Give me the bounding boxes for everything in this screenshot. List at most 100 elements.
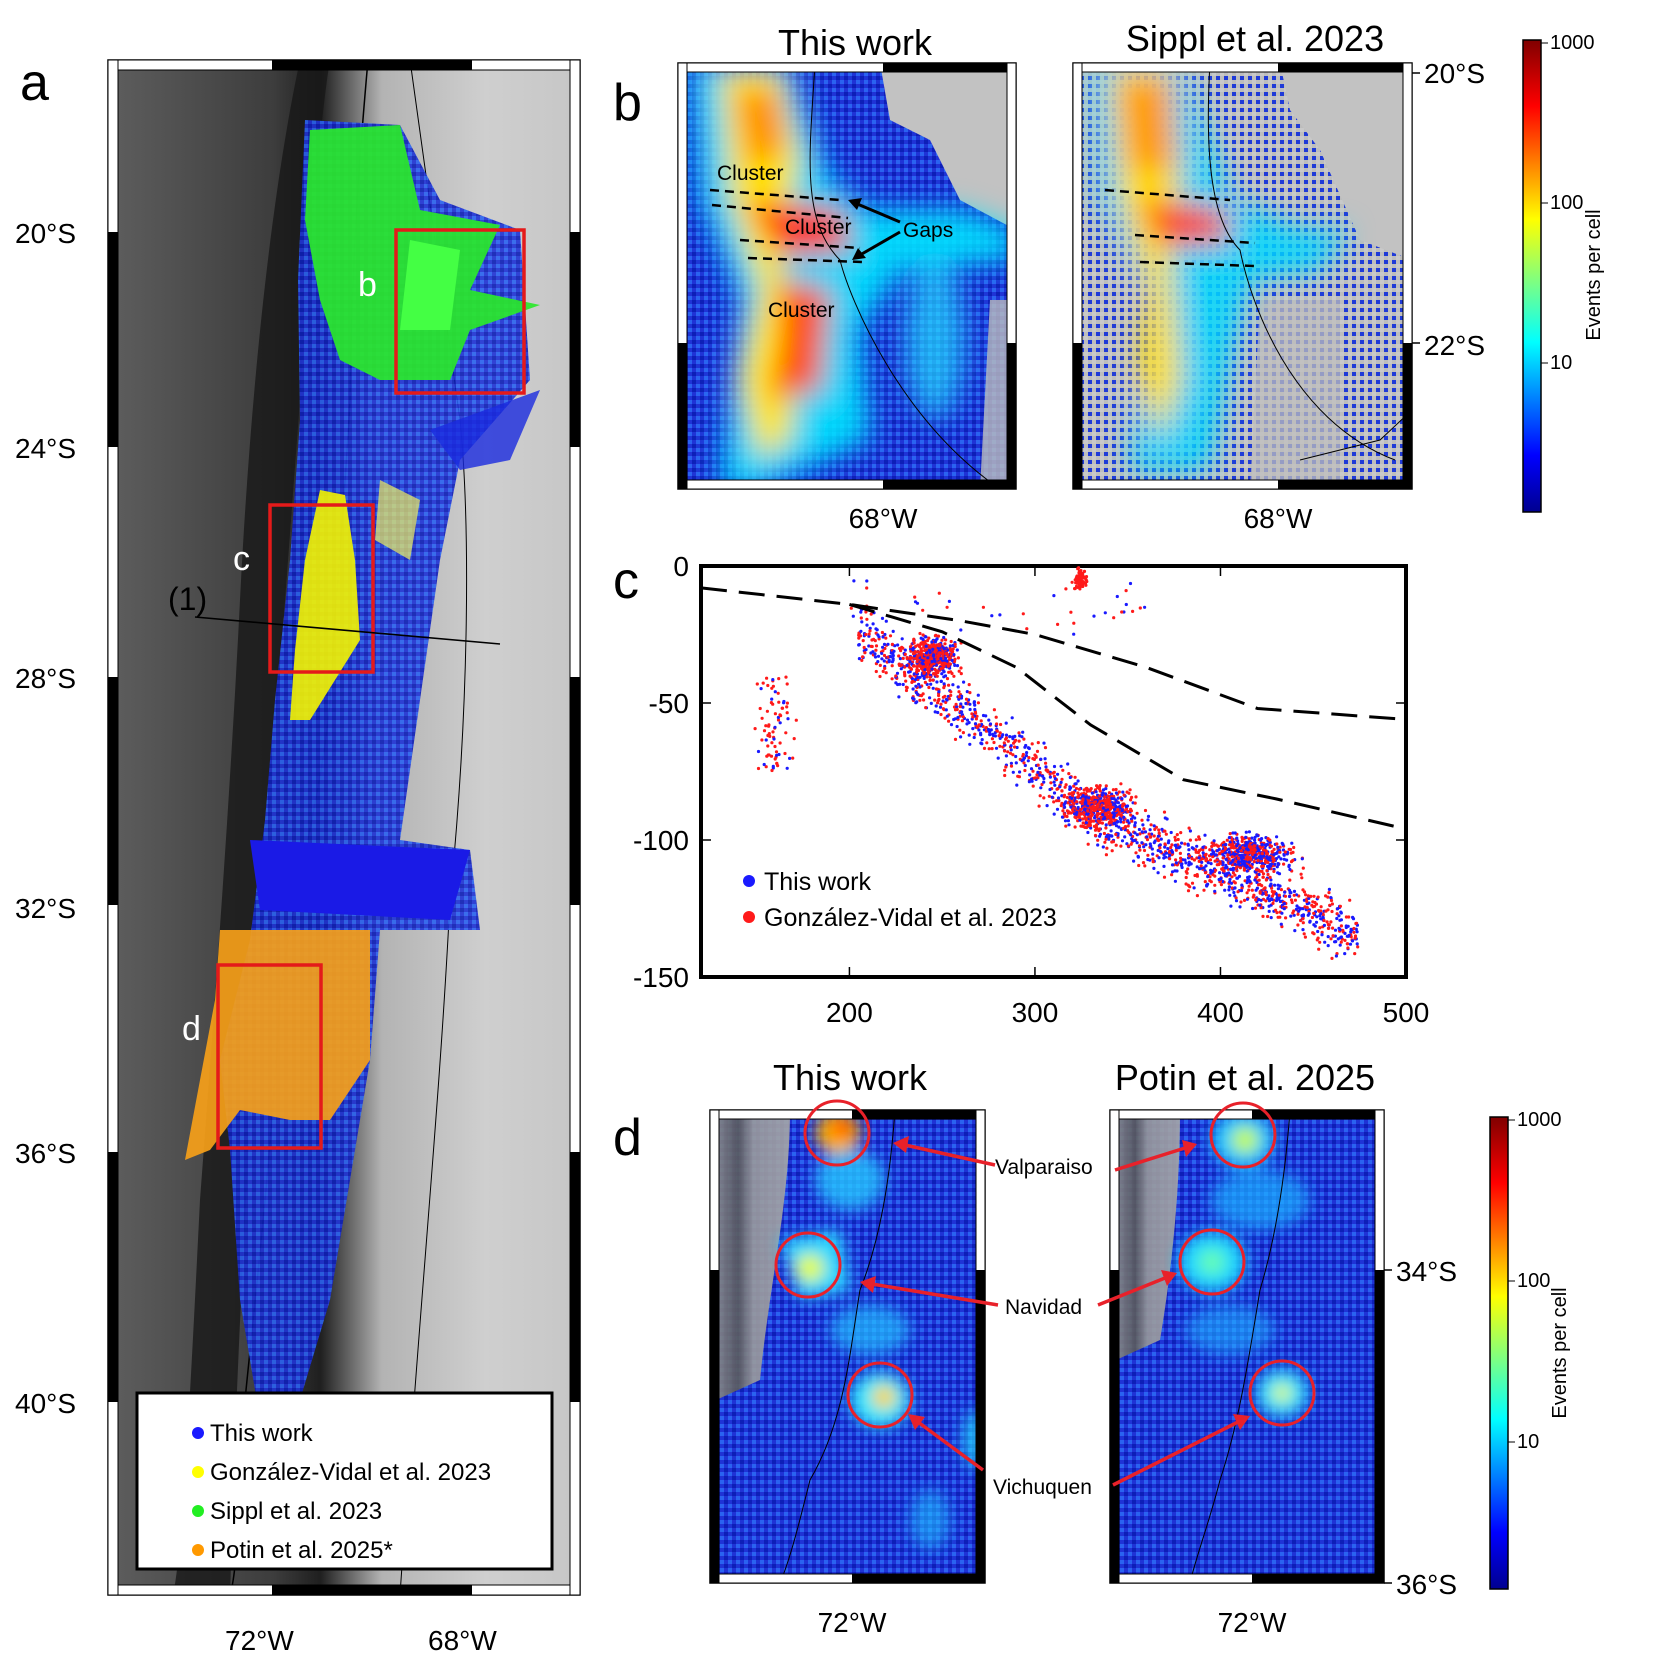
hypocenter-point bbox=[1355, 930, 1359, 934]
hypocenter-point bbox=[1260, 862, 1264, 866]
colorbar-b-tick-100: 100 bbox=[1550, 192, 1583, 214]
hypocenter-point bbox=[1042, 796, 1046, 800]
hypocenter-point bbox=[1295, 904, 1299, 908]
hypocenter-point bbox=[955, 724, 959, 729]
hypocenter-point bbox=[1106, 805, 1110, 809]
hypocenter-point bbox=[1126, 844, 1130, 848]
hypocenter-point bbox=[1260, 851, 1264, 856]
hypocenter-point bbox=[1107, 837, 1111, 841]
hypocenter-point bbox=[1121, 790, 1125, 794]
hypocenter-point bbox=[1088, 815, 1092, 819]
hypocenter-point bbox=[770, 697, 774, 701]
hypocenter-point bbox=[1251, 906, 1255, 911]
hypocenter-point bbox=[947, 719, 951, 723]
hypocenter-point bbox=[960, 710, 964, 714]
hypocenter-point bbox=[1076, 779, 1080, 783]
hypocenter-point bbox=[1235, 865, 1239, 869]
hypocenter-point bbox=[972, 701, 976, 705]
hypocenter-point bbox=[1004, 754, 1009, 758]
hypocenter-point bbox=[902, 670, 907, 674]
hypocenter-point bbox=[860, 620, 864, 624]
hypocenter-point bbox=[944, 700, 948, 705]
hypocenter-point bbox=[1239, 859, 1244, 864]
hypocenter-point bbox=[1038, 773, 1042, 777]
hypocenter-point bbox=[952, 653, 956, 657]
hypocenter-point bbox=[1134, 795, 1138, 799]
hypocenter-point bbox=[944, 708, 948, 712]
hypocenter-point bbox=[967, 721, 971, 725]
hypocenter-point bbox=[1195, 850, 1199, 854]
hypocenter-point bbox=[1170, 873, 1174, 877]
hypocenter-point bbox=[931, 678, 935, 682]
hypocenter-point bbox=[1256, 846, 1260, 851]
hypocenter-point bbox=[939, 679, 943, 684]
hypocenter-point bbox=[1110, 849, 1114, 853]
hypocenter-point bbox=[1100, 793, 1104, 797]
panel-d: d This work Potin et al. 2025 bbox=[613, 1057, 1571, 1638]
hypocenter-point bbox=[1292, 889, 1297, 894]
hypocenter-point bbox=[1086, 809, 1090, 813]
hypocenter-point bbox=[1245, 854, 1249, 859]
hypocenter-point bbox=[995, 729, 999, 733]
hypocenter-point bbox=[955, 705, 959, 709]
hypocenter-point bbox=[1114, 787, 1118, 792]
hypocenter-point bbox=[1082, 569, 1087, 574]
hypocenter-point bbox=[1111, 840, 1115, 844]
hypocenter-point bbox=[1004, 733, 1009, 737]
hypocenter-point bbox=[990, 614, 994, 618]
hypocenter-point bbox=[1251, 848, 1256, 852]
hypocenter-point bbox=[1352, 926, 1356, 931]
hypocenter-point bbox=[1211, 850, 1216, 854]
hypocenter-point bbox=[1317, 909, 1321, 913]
hypocenter-point bbox=[964, 697, 969, 701]
hypocenter-point bbox=[949, 693, 953, 698]
panel-c-ticks: 200 300 400 500 0 -50 -100 -150 bbox=[633, 551, 1429, 1028]
hypocenter-point bbox=[1086, 830, 1090, 835]
hypocenter-point bbox=[939, 702, 943, 706]
hypocenter-point bbox=[1253, 838, 1257, 842]
hypocenter-point bbox=[1333, 928, 1338, 932]
hypocenter-point bbox=[914, 670, 919, 674]
legend-dot-sippl bbox=[192, 1505, 204, 1517]
hypocenter-point bbox=[764, 738, 768, 742]
hypocenter-point bbox=[785, 711, 789, 715]
hypocenter-point bbox=[1114, 832, 1118, 837]
hypocenter-point bbox=[1280, 911, 1284, 915]
hypocenter-point bbox=[992, 708, 997, 712]
hypocenter-point bbox=[1064, 824, 1068, 828]
hypocenter-point bbox=[941, 699, 945, 703]
hypocenter-point bbox=[1326, 923, 1330, 927]
hypocenter-point bbox=[886, 655, 890, 659]
hypocenter-point bbox=[1167, 839, 1171, 843]
hypocenter-point bbox=[1258, 903, 1262, 907]
hypocenter-point bbox=[1035, 749, 1040, 754]
hypocenter-point bbox=[1101, 845, 1105, 849]
hypocenter-point bbox=[1114, 843, 1118, 847]
colorbar-d-label: Events per cell bbox=[1549, 1287, 1571, 1418]
hypocenter-point bbox=[1334, 954, 1338, 958]
panel-a-map bbox=[108, 60, 580, 1595]
hypocenter-point bbox=[888, 634, 893, 638]
hypocenter-point bbox=[788, 756, 792, 761]
hypocenter-point bbox=[1241, 845, 1245, 849]
hypocenter-point bbox=[1077, 787, 1081, 791]
hypocenter-point bbox=[1227, 888, 1231, 892]
hypocenter-point bbox=[1149, 823, 1153, 827]
hypocenter-point bbox=[1106, 811, 1110, 815]
hypocenter-point bbox=[1214, 868, 1218, 872]
hypocenter-point bbox=[993, 734, 998, 738]
hypocenter-point bbox=[943, 642, 947, 646]
hypocenter-point bbox=[1291, 911, 1295, 915]
hypocenter-point bbox=[933, 667, 937, 672]
panel-b-lat-tick-20s: 20°S bbox=[1424, 58, 1485, 89]
hypocenter-point bbox=[1288, 891, 1292, 895]
hypocenter-point bbox=[1015, 783, 1019, 787]
hypocenter-point bbox=[1129, 833, 1133, 837]
hypocenter-point bbox=[1174, 861, 1178, 865]
hypocenter-point bbox=[889, 651, 893, 655]
hypocenter-point bbox=[1028, 773, 1032, 777]
hypocenter-point bbox=[1020, 735, 1024, 739]
hypocenter-point bbox=[948, 644, 953, 648]
hypocenter-point bbox=[1267, 904, 1271, 908]
hypocenter-point bbox=[1116, 807, 1120, 812]
